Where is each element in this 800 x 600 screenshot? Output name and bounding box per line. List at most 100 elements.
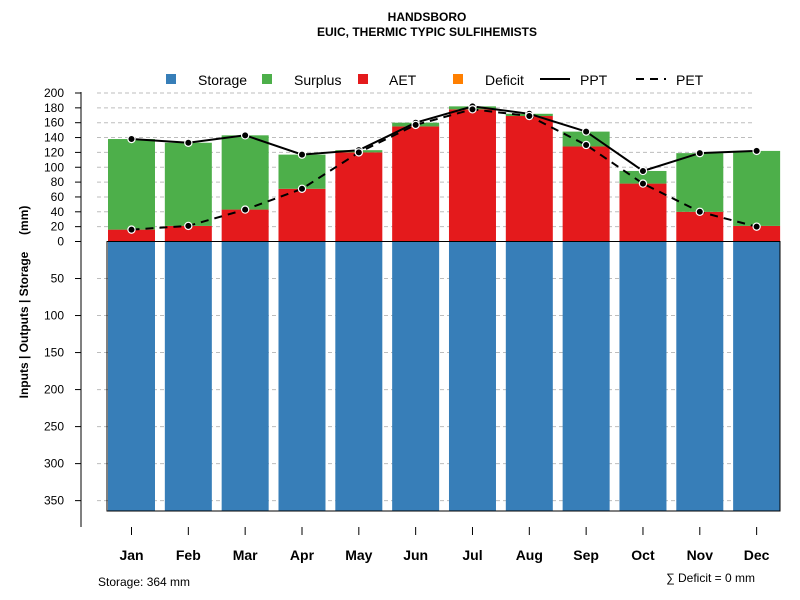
bar-aet-jan [108, 229, 155, 242]
chart-title: HANDSBORO [388, 10, 467, 24]
point-ppt-apr [297, 150, 307, 159]
legend-label-storage: Storage [198, 72, 247, 88]
bar-aet-jun [392, 126, 440, 242]
y-tick-label-upper-180: 180 [44, 101, 64, 115]
bar-surplus-apr [278, 154, 326, 189]
bar-storage-jan [108, 241, 155, 511]
point-ppt-dec [752, 146, 761, 156]
x-tick-label-feb: Feb [176, 547, 201, 563]
y-axis-label: Inputs | Outputs | Storage (mm) [17, 206, 31, 399]
legend-label-ppt: PPT [580, 72, 608, 88]
bar-storage-feb [164, 241, 212, 511]
bar-aet-feb [164, 225, 212, 242]
legend: Storage Surplus AET Deficit PPT PET [166, 72, 704, 88]
point-pet-sep [581, 140, 591, 150]
point-ppt-oct [638, 166, 648, 176]
line-pet [131, 108, 757, 231]
point-ppt-mar [240, 131, 250, 140]
bar-surplus-nov [676, 153, 724, 212]
bar-surplus-dec [733, 150, 781, 226]
legend-label-deficit: Deficit [485, 72, 524, 88]
y-tick-label-lower-50: 50 [51, 272, 65, 286]
line-ppt [131, 105, 757, 173]
bar-storage-nov [676, 241, 724, 511]
x-tick-label-aug: Aug [516, 547, 543, 563]
y-tick-label-lower-350: 350 [44, 494, 64, 508]
x-tick-label-apr: Apr [290, 547, 315, 563]
bar-storage-oct [619, 241, 667, 511]
bar-surplus-jan [108, 139, 155, 230]
bar-surplus-mar [221, 135, 269, 210]
bar-storage-jun [392, 241, 440, 511]
bar-storage-jul [448, 241, 496, 511]
bar-aet-dec [733, 225, 781, 242]
y-tick-label-upper-160: 160 [44, 116, 64, 130]
legend-swatch-storage [166, 74, 176, 84]
point-ppt-nov [695, 148, 705, 158]
bar-storage-apr [278, 241, 326, 511]
chart-subtitle: EUIC, THERMIC TYPIC SULFIHEMISTS [317, 25, 537, 39]
bar-storage-aug [505, 241, 553, 511]
bars [108, 106, 781, 511]
point-pet-jun [411, 120, 420, 130]
y-tick-label-upper-40: 40 [51, 205, 65, 219]
x-tick-label-jan: Jan [119, 547, 143, 563]
y-tick-label-lower-100: 100 [44, 309, 64, 323]
bar-aet-may [335, 152, 383, 242]
y-tick-label-upper-60: 60 [51, 190, 65, 204]
y-tick-label-upper-200: 200 [44, 86, 64, 100]
bar-aet-jul [448, 109, 496, 242]
point-pet-nov [695, 207, 705, 216]
point-pet-may [354, 148, 364, 157]
x-tick-label-jun: Jun [403, 547, 428, 563]
point-ppt-feb [184, 138, 193, 147]
y-tick-label-lower-250: 250 [44, 420, 64, 434]
bar-storage-sep [562, 241, 610, 511]
y-tick-label-upper-140: 140 [44, 131, 64, 145]
y-axis: 0204060801001201401601802005010015020025… [44, 86, 82, 527]
bar-aet-aug [505, 116, 553, 242]
bar-surplus-feb [164, 142, 212, 226]
legend-label-pet: PET [676, 72, 704, 88]
point-pet-mar [240, 205, 250, 214]
bar-aet-sep [562, 146, 610, 242]
x-axis: Jan Feb Mar Apr May Jun Jul Aug Sep Oct Nov Dec [119, 527, 770, 563]
point-pet-apr [297, 184, 307, 193]
x-tick-label-may: May [345, 547, 372, 563]
point-ppt-jan [127, 134, 136, 144]
y-tick-label-upper-120: 120 [44, 145, 64, 159]
point-pet-jul [468, 105, 477, 114]
y-tick-label-upper-80: 80 [51, 175, 65, 189]
y-tick-label-upper-100: 100 [44, 160, 64, 174]
y-tick-label-lower-150: 150 [44, 346, 64, 360]
legend-swatch-surplus [262, 74, 272, 84]
bar-storage-may [335, 241, 383, 511]
storage-frame [106, 241, 781, 512]
series-lines [127, 102, 761, 234]
y-tick-label-upper-20: 20 [51, 220, 65, 234]
deficit-footer: ∑ Deficit = 0 mm [666, 571, 755, 585]
point-pet-jan [127, 225, 136, 234]
bar-aet-apr [278, 188, 326, 242]
bar-storage-dec [733, 241, 781, 511]
legend-label-aet: AET [389, 72, 417, 88]
bar-storage-mar [221, 241, 269, 511]
x-tick-label-mar: Mar [233, 547, 258, 563]
point-ppt-sep [581, 127, 591, 136]
y-tick-label-upper-0: 0 [57, 235, 64, 249]
point-pet-oct [638, 179, 648, 188]
legend-swatch-aet [358, 74, 368, 84]
bar-surplus-sep [562, 131, 610, 147]
x-tick-label-jul: Jul [462, 547, 482, 563]
x-tick-label-sep: Sep [573, 547, 599, 563]
bar-surplus-oct [619, 170, 667, 184]
y-tick-label-lower-200: 200 [44, 383, 64, 397]
legend-swatch-deficit [453, 74, 463, 84]
point-pet-aug [525, 111, 534, 121]
x-tick-label-oct: Oct [631, 547, 655, 563]
point-pet-feb [184, 221, 193, 231]
storage-footer: Storage: 364 mm [98, 575, 190, 589]
point-pet-dec [752, 222, 761, 231]
bar-aet-oct [619, 183, 667, 242]
